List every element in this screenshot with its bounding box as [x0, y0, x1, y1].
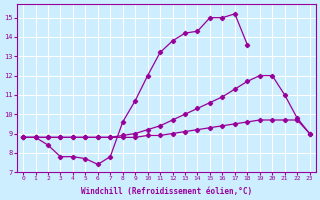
X-axis label: Windchill (Refroidissement éolien,°C): Windchill (Refroidissement éolien,°C) — [81, 187, 252, 196]
